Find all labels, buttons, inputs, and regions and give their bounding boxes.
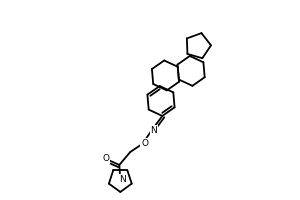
Text: O: O xyxy=(102,154,110,163)
Text: O: O xyxy=(141,139,148,148)
Text: N: N xyxy=(150,126,157,135)
Text: N: N xyxy=(119,175,126,184)
